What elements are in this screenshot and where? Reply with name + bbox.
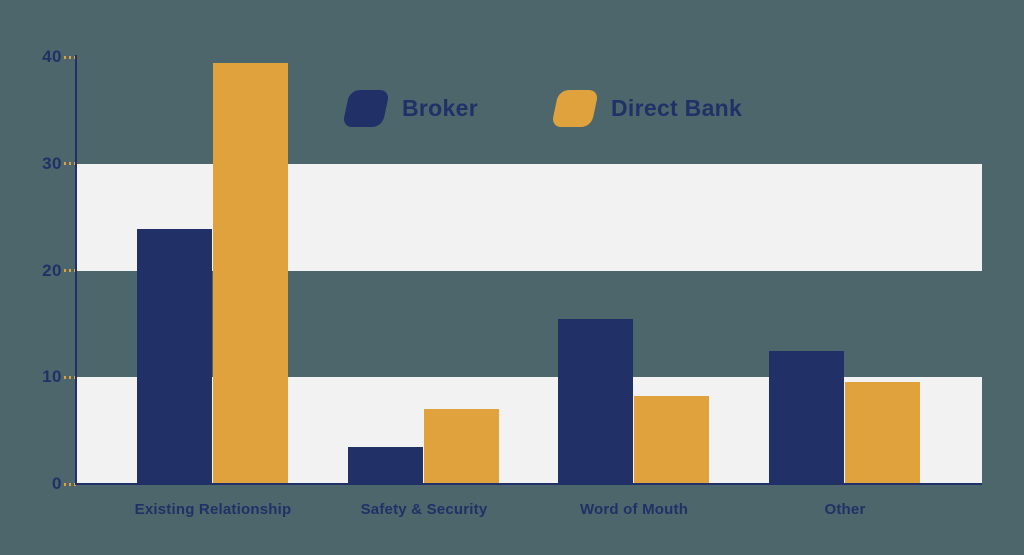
legend-item-direct-bank: Direct Bank [551,87,743,129]
broker-legend-label: Broker [402,94,478,121]
direct-bank-bar-safety-security [424,409,499,484]
y-axis-tick-mark [64,375,78,379]
y-axis-tick-mark [64,162,78,166]
y-axis-tick-mark [64,55,78,59]
broker-bar-other [769,350,844,484]
x-axis-category-label: Other [824,501,866,518]
broker-legend-swatch [342,89,390,127]
y-axis-tick-label: 40 [42,47,62,66]
x-axis-category-label: Existing Relationship [134,501,292,518]
direct-bank-legend-label: Direct Bank [611,94,743,121]
y-axis-line [75,55,77,484]
y-axis-tick-mark [64,482,78,486]
y-axis-tick-label: 10 [42,367,62,387]
x-axis-line [75,483,982,485]
legend-item-broker: Broker [342,87,478,129]
broker-bar-existing-relationship [137,228,212,484]
x-axis-category-label: Safety & Security [360,501,488,518]
y-axis-tick-mark [64,269,78,272]
y-axis-tick-label: 0 [52,474,62,493]
direct-bank-bar-word-of-mouth [634,396,709,484]
x-axis-category-label: Word of Mouth [579,501,689,518]
y-axis-tick-label: 30 [42,153,62,173]
broker-bar-word-of-mouth [558,318,633,484]
direct-bank-legend-swatch [551,89,599,127]
direct-bank-bar-existing-relationship [213,63,288,484]
y-axis-tick-label: 20 [42,260,62,280]
direct-bank-bar-other [845,381,920,484]
broker-bar-safety-security [348,446,423,484]
